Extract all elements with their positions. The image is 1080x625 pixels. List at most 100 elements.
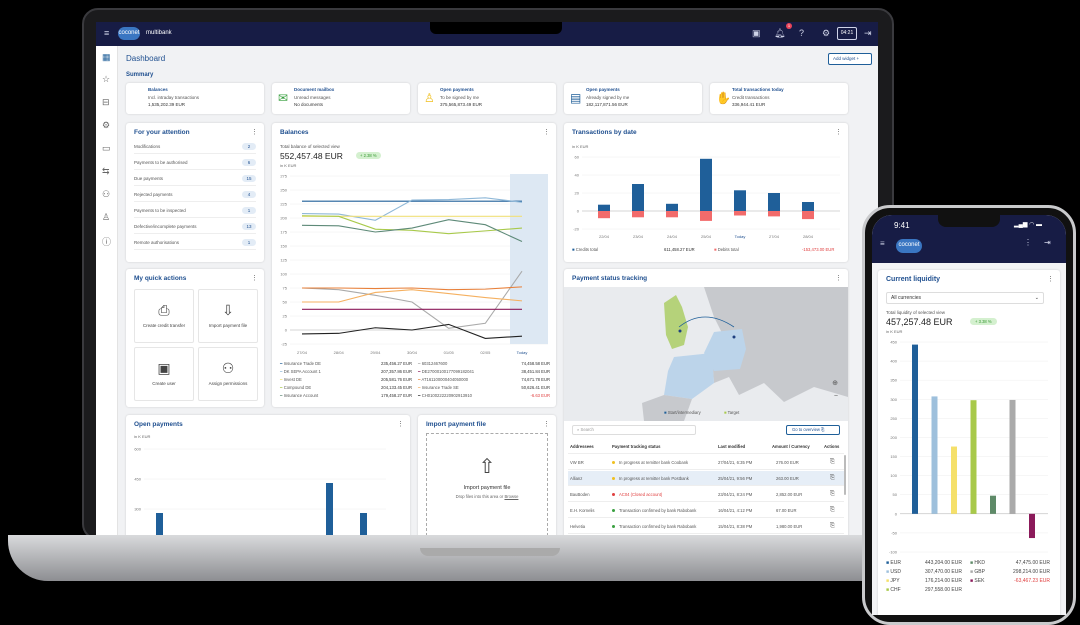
legend-item[interactable]: ━ Insurance Account 179,458.27 EUR (280, 393, 412, 398)
legend-item[interactable]: ━ DK SEPA Account 1 207,357.86 EUR (280, 369, 412, 374)
search-input[interactable]: ⌕ Search (572, 425, 696, 435)
permissions-icon: ⚇ (221, 360, 235, 376)
more-icon[interactable]: ⋮ (835, 129, 842, 136)
inbox-icon[interactable]: ▣ (752, 28, 761, 38)
attention-label: Modifications (134, 144, 161, 149)
bar-0-6 (360, 513, 367, 535)
summary-subtitle: To be signed by me (440, 95, 480, 100)
legend-value: 297,558.00 EUR (925, 587, 962, 593)
summary-label: Summary (126, 72, 154, 78)
table-row[interactable]: Allianz In progress at remitter bank Post… (568, 471, 844, 486)
attention-item[interactable]: Payments to be authorised 6 (134, 155, 256, 170)
quick-action-button[interactable]: ⚇ Assign permissions (198, 347, 258, 401)
legend-item[interactable]: ■ USD 307,470.00 EUR (886, 569, 966, 575)
details-icon[interactable]: ⎘ (830, 459, 835, 465)
card-icon[interactable]: ▭ (102, 143, 111, 153)
summary-card[interactable]: ✉ Document mailbox Unread messages No docum… (272, 83, 410, 114)
table-row[interactable]: E.H. Kornelis Transaction confirmed by ba… (568, 503, 844, 518)
addressee-cell: E.H. Kornelis (570, 508, 595, 513)
currency-select[interactable]: All currencies ⌄ (886, 292, 1044, 304)
more-icon[interactable]: ⋮ (543, 421, 550, 428)
zoom-in-icon[interactable]: ⊕ (832, 380, 838, 387)
legend-swatch: ■ (886, 569, 891, 575)
legend-item[interactable]: ■ SEK -63,467.23 EUR (970, 578, 1050, 584)
details-icon[interactable]: ⎘ (830, 523, 835, 529)
accounts-icon[interactable]: ⊟ (102, 97, 110, 107)
status-cell: In progress at remitter bank Postbank (612, 471, 689, 486)
legend-item[interactable]: ■ GBP 298,214.00 EUR (970, 569, 1050, 575)
legend-item[interactable]: ━ AT161100000404050000 74,671.78 EUR (418, 377, 550, 382)
europe-map[interactable] (564, 287, 848, 421)
person-icon[interactable]: ♙ (102, 212, 111, 222)
summary-card[interactable]: ♙ Open payments To be signed by me 375,565,… (418, 83, 556, 114)
summary-card[interactable]: Balances Incl. intraday transactions 1,535… (126, 83, 264, 114)
quick-action-button[interactable]: ▣ Create user (134, 347, 194, 401)
legend-item[interactable]: ■ HKD 47,475.00 EUR (970, 560, 1050, 566)
details-icon[interactable]: ⎘ (830, 491, 835, 497)
details-icon[interactable]: ⎘ (830, 507, 835, 513)
dashboard-icon[interactable]: ▦ (102, 52, 111, 62)
star-icon[interactable]: ☆ (102, 74, 111, 84)
legend-item[interactable]: ━ DE27000100177099182041 38,451.84 EUR (418, 369, 550, 374)
info-icon[interactable]: ⓘ (102, 237, 112, 247)
column-header[interactable]: Payment tracking status (612, 444, 661, 449)
more-icon[interactable]: ⋮ (1024, 238, 1032, 247)
add-widget-button[interactable]: Add widget + (828, 53, 872, 65)
gear-icon[interactable]: ⚙ (822, 28, 831, 38)
attention-item[interactable]: Rejected payments 4 (134, 187, 256, 202)
summary-card[interactable]: ✋ Total transactions today Credit transact… (710, 83, 848, 114)
help-icon[interactable]: ? (799, 28, 805, 38)
y-tick-label: -100 (889, 550, 898, 555)
users-icon[interactable]: ⚇ (102, 189, 111, 199)
more-icon[interactable]: ⋮ (543, 129, 550, 136)
quick-action-button[interactable]: ⇩ Import payment file (198, 289, 258, 343)
attention-item[interactable]: Payments to be inspected 1 (134, 203, 256, 218)
y-tick-label: 300 (890, 397, 897, 402)
count-badge: 1 (242, 239, 256, 246)
bell-icon[interactable]: 🔔︎ (774, 28, 786, 38)
table-row[interactable]: VW BR In progress at remitter bank Cooban… (568, 455, 844, 470)
transfer-icon[interactable]: ⇆ (102, 166, 110, 176)
column-header[interactable]: Amount / Currency (772, 444, 810, 449)
attention-item[interactable]: Defective/incomplete payments 13 (134, 219, 256, 234)
legend-item[interactable]: ━ CH0100222220902913910 -6.63 EUR (418, 393, 550, 398)
column-header[interactable]: Addressees (570, 444, 594, 449)
logout-icon[interactable]: ⇥ (1044, 238, 1051, 247)
zoom-out-icon[interactable]: − (833, 393, 838, 400)
attention-item[interactable]: Due payments 15 (134, 171, 256, 186)
browse-link[interactable]: Browse (504, 494, 519, 499)
table-row[interactable]: Helvetia Transaction confirmed by bank Ra… (568, 519, 844, 534)
more-icon[interactable]: ⋮ (251, 275, 258, 282)
legend-item[interactable]: ━ Compound DE 204,133.45 EUR (280, 385, 412, 390)
more-icon[interactable]: ⋮ (1047, 276, 1054, 283)
column-header[interactable]: Last modified (718, 444, 746, 449)
attention-item[interactable]: Modifications 2 (134, 139, 256, 154)
menu-icon[interactable]: ≡ (104, 28, 110, 38)
legend-item[interactable]: ━ Invest DE 205,581.76 EUR (280, 377, 412, 382)
quick-action-button[interactable]: ⎙ Create credit transfer (134, 289, 194, 343)
legend-item[interactable]: ━ Insurance Trade DE 235,456.27 EUR (280, 361, 412, 366)
legend-item[interactable]: ■ CHF 297,558.00 EUR (886, 587, 966, 593)
payments-icon[interactable]: ⚙ (102, 120, 111, 130)
column-header[interactable]: Actions (824, 444, 840, 449)
legend-item[interactable]: ■ JPY 176,214.00 EUR (886, 578, 966, 584)
go-to-overview-button[interactable]: Go to overview ⎘ (786, 425, 840, 435)
more-icon[interactable]: ⋮ (251, 129, 258, 136)
modified-cell: 16/04/21, 4:12 PM (718, 508, 753, 513)
attention-item[interactable]: Remote authorisations 1 (134, 235, 256, 250)
scrollbar[interactable] (844, 455, 846, 495)
y-tick-label: 250 (890, 416, 897, 421)
logout-icon[interactable]: ⇥ (864, 28, 872, 38)
menu-icon[interactable]: ≡ (880, 239, 885, 248)
transactions-widget: Transactions by date ⋮ in K EUR 60 40 20 0 -… (564, 123, 848, 262)
table-row[interactable]: BauBoden AC04 (Closed account) 23/04/21, 8… (568, 487, 844, 502)
legend-item[interactable]: ━ 60312467600 74,458.58 EUR (418, 361, 550, 366)
legend-swatch: ━ (280, 385, 284, 390)
legend-item[interactable]: ■ EUR 443,204.00 EUR (886, 560, 966, 566)
legend-item[interactable]: ━ Insurance Trade SE 50,626.41 EUR (418, 385, 550, 390)
details-icon[interactable]: ⎘ (830, 475, 835, 481)
summary-card[interactable]: ▤ Open payments Already signed by me 182,11… (564, 83, 702, 114)
more-icon[interactable]: ⋮ (397, 421, 404, 428)
file-drop-zone[interactable]: ⇧ Import payment file Drop files into th… (426, 433, 548, 535)
more-icon[interactable]: ⋮ (835, 275, 842, 282)
